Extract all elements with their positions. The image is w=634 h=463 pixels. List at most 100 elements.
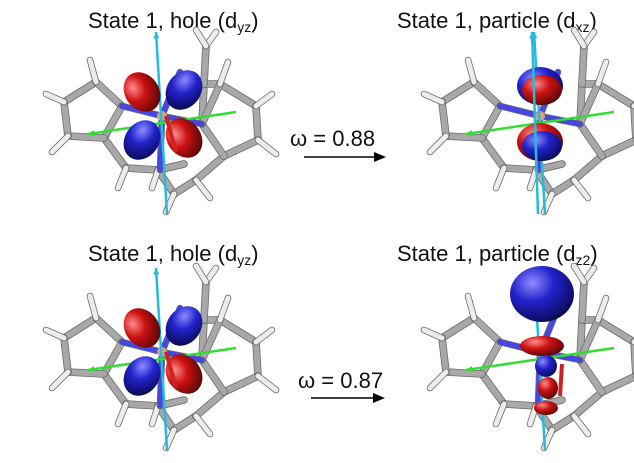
negative-lobe <box>123 72 161 112</box>
bond <box>571 177 591 201</box>
bond <box>61 99 71 139</box>
bond <box>443 133 485 141</box>
title-close: ) <box>251 241 259 266</box>
bond <box>571 263 587 285</box>
title-close: ) <box>590 241 598 266</box>
bond <box>87 57 99 85</box>
axis-green <box>87 346 237 372</box>
frame-axes <box>87 31 237 215</box>
bond <box>217 81 259 109</box>
bond <box>149 403 161 427</box>
bond <box>479 103 503 141</box>
negative-lobe <box>123 308 161 348</box>
title-close: ) <box>251 8 259 33</box>
bond <box>493 165 507 191</box>
bond <box>115 401 129 427</box>
bond <box>193 177 213 201</box>
axis-cyan-head <box>153 32 160 39</box>
bond <box>65 133 107 141</box>
bond <box>201 43 209 87</box>
bond <box>497 103 543 119</box>
transition-arrow-bottom <box>311 393 385 403</box>
bond <box>471 79 503 109</box>
bond <box>427 133 449 155</box>
bond <box>599 137 634 159</box>
bond <box>101 371 129 407</box>
axis-red <box>164 115 178 153</box>
bond <box>253 327 275 345</box>
orbital-subscript: xz <box>575 19 590 35</box>
bond <box>549 177 577 197</box>
bond <box>253 103 261 143</box>
positive-lobe <box>123 356 161 396</box>
bond <box>255 373 279 393</box>
bond <box>171 413 199 433</box>
bond <box>101 339 125 377</box>
positive-lobe <box>165 306 203 346</box>
bond <box>217 317 259 345</box>
bond <box>571 153 605 183</box>
bond <box>595 59 609 87</box>
bond <box>579 43 587 87</box>
bond <box>61 79 99 105</box>
bond <box>65 369 107 377</box>
bond <box>479 339 503 377</box>
positive-lobe <box>522 131 562 161</box>
molecule-top-left <box>42 26 280 216</box>
title-text: State 1, hole (d <box>88 241 238 266</box>
bond <box>571 389 605 419</box>
axis-green-head <box>88 130 95 137</box>
orbital-subscript: yz <box>237 19 252 35</box>
frame-axes <box>87 267 237 451</box>
title-text: State 1, particle (d <box>397 8 576 33</box>
bond <box>217 59 231 87</box>
bond <box>49 133 71 155</box>
orbital-subscript: z2 <box>575 252 591 268</box>
bond <box>439 99 449 139</box>
bond <box>221 373 261 395</box>
bond <box>49 369 71 391</box>
bond <box>171 177 199 197</box>
bond <box>421 91 445 105</box>
bond <box>571 27 587 49</box>
molecule-skeleton <box>420 26 634 216</box>
axis-cyan-front-head <box>529 32 536 39</box>
axis-red <box>558 363 564 397</box>
bond <box>193 413 213 437</box>
molecule-bottom-right <box>420 262 634 452</box>
bond <box>571 413 591 437</box>
bond <box>527 167 539 191</box>
positive-lobe <box>535 355 557 377</box>
title-text: State 1, particle (d <box>397 241 576 266</box>
bond <box>443 369 485 377</box>
bond <box>439 79 477 105</box>
bond <box>471 315 503 345</box>
bond <box>579 279 587 323</box>
bond <box>217 295 231 323</box>
bond <box>87 293 99 321</box>
bond <box>465 293 477 321</box>
bond <box>595 81 634 109</box>
bond <box>61 315 99 341</box>
bond <box>501 165 539 173</box>
orbital-lobes <box>123 306 203 396</box>
transition-arrow-top <box>304 152 386 162</box>
bond <box>199 121 227 159</box>
bond <box>479 135 507 171</box>
axis-green <box>87 110 237 136</box>
omega-label-bottom: ω = 0.87 <box>298 368 384 393</box>
bond <box>577 121 605 159</box>
axis-green-head <box>466 130 473 137</box>
bond <box>465 57 477 85</box>
orbital-lobes <box>510 266 574 415</box>
title-close: ) <box>589 8 597 33</box>
negative-lobe <box>520 336 564 356</box>
axis-cyan-front <box>530 31 540 215</box>
bond <box>549 413 577 433</box>
omega-label-top: ω = 0.88 <box>290 126 376 151</box>
negative-lobe <box>534 401 558 415</box>
bond <box>101 135 129 171</box>
positive-lobe <box>510 266 574 322</box>
bond <box>93 79 125 109</box>
bond <box>421 327 445 341</box>
